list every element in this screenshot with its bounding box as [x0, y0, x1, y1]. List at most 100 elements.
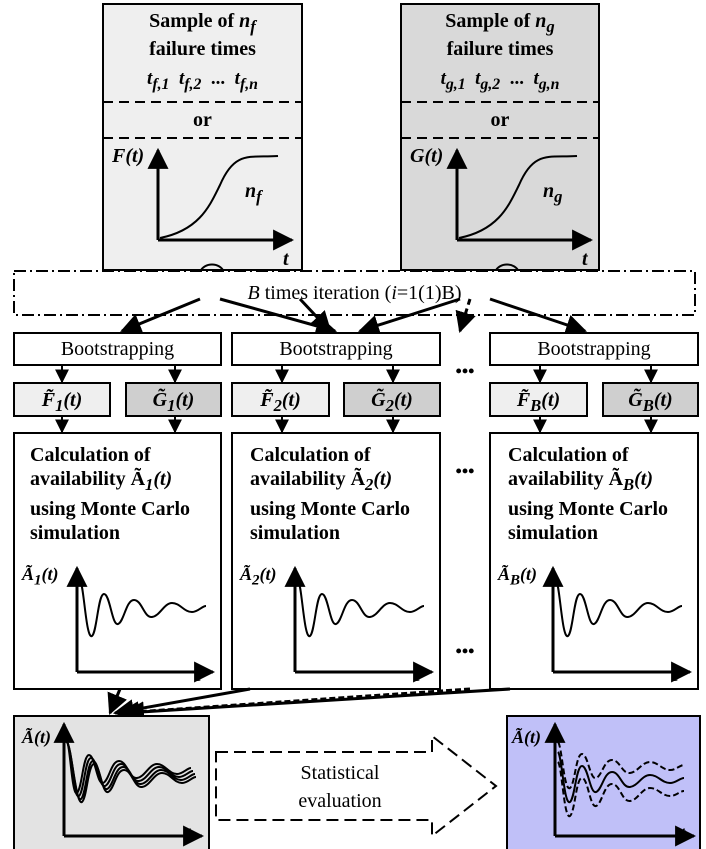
g-cdf-curve [458, 155, 578, 239]
col2-g-label: G̃2(t) [371, 389, 413, 415]
col3-plot-sub: B [510, 572, 521, 589]
col2-calc-sub: 2 [365, 475, 374, 494]
f-samples: tf,1 tf,2 ... tf,n [103, 68, 302, 96]
f-curve-label: nf [245, 180, 262, 208]
f-title: Sample of nf [103, 10, 302, 38]
result-right-axis-t: t [680, 823, 686, 845]
iteration-arrows [120, 297, 587, 337]
col2-calc-line2: availability Ã [250, 468, 366, 490]
f-title-var: n [239, 10, 251, 32]
g-sample-t2: t [475, 68, 481, 89]
iteration-text: times iteration ( [259, 282, 392, 304]
col2-f-sub: 2 [273, 396, 282, 415]
col2-calc-line1: Calculation of [250, 444, 371, 466]
col3-bootstrapping: Bootstrapping [537, 338, 651, 360]
col1-calc-line1: Calculation of [30, 444, 151, 466]
g-title-sub: g [546, 17, 555, 36]
col3-g-sub: B [642, 396, 654, 415]
col1-f-sub: 1 [55, 396, 64, 415]
col3-calc-line3: using Monte Carlo [508, 498, 668, 520]
col1-f-label: F̃1(t) [41, 389, 83, 415]
col1-g: G̃ [152, 389, 168, 411]
f-sample-ellipsis: ... [210, 68, 226, 89]
column-2 [231, 332, 441, 690]
col1-bootstrapping: Bootstrapping [60, 338, 175, 360]
f-sample-t2: t [178, 68, 185, 89]
g-title: Sample of ng [401, 10, 599, 38]
converge-arrows [107, 687, 511, 723]
col3-calc-sub: B [623, 475, 635, 494]
iteration-suffix: =1(1)B) [396, 282, 462, 304]
evaluation-line1: Statistical [300, 762, 380, 784]
g-sample-s1: g,1 [445, 75, 466, 93]
col3-g-label: G̃B(t) [628, 389, 673, 415]
f-axis-t: t [283, 248, 289, 270]
col2-calc-line4: simulation [250, 522, 341, 544]
ellipsis-calc: ••• [455, 461, 475, 481]
input-box-f [102, 3, 303, 271]
col1-axis-t: t [195, 664, 201, 686]
g-axis-t: t [582, 248, 588, 270]
iteration-prefix: B [247, 282, 260, 304]
column-1 [13, 332, 222, 690]
g-title-text: Sample of [445, 10, 536, 32]
g-sample-t3: t [533, 68, 539, 89]
col1-calc-line2: availability Ã [30, 468, 146, 490]
col1-plot-a: Ã [22, 564, 35, 584]
col1-plot-label: Ã1(t) [22, 564, 59, 589]
col2-f-label: F̃2(t) [260, 389, 301, 415]
g-curve-n: n [543, 180, 555, 202]
evaluation-arrow [215, 733, 498, 839]
col2-plot-label: Ã2(t) [240, 564, 277, 589]
f-title-sub: f [250, 17, 256, 36]
col1-g-label: G̃1(t) [152, 389, 195, 415]
col1-calc-line4: simulation [30, 522, 121, 544]
col2-calc-line3: using Monte Carlo [250, 498, 410, 520]
iteration-var: i [391, 282, 397, 304]
col3-f: F̃ [516, 389, 531, 411]
col2-plot-a: Ã [240, 564, 253, 584]
col3-axis-t: t [672, 664, 678, 686]
result-box-left [13, 715, 210, 849]
g-samples: tg,1 tg,2 ... tg,n [401, 68, 599, 96]
col1-plot-sub: 1 [34, 572, 42, 589]
iteration-box [13, 270, 696, 316]
f-sample-s3: f,n [239, 75, 258, 93]
column-3 [489, 332, 699, 690]
col2-bootstrapping: Bootstrapping [279, 338, 393, 360]
g-curve-sub: g [554, 187, 563, 206]
result-left-axis-t: t [186, 823, 192, 845]
col3-plot-label: ÃB(t) [498, 564, 538, 589]
col3-calc-line1: Calculation of [508, 444, 629, 466]
col2-g: G̃ [371, 389, 386, 411]
col2-g-sub: 2 [385, 396, 394, 415]
col3-plot-a: Ã [498, 564, 511, 584]
g-title-line2: failure times [446, 38, 554, 60]
col1-calc-sub: 1 [145, 475, 154, 494]
g-or: or [490, 109, 510, 131]
col3-calc-line4: simulation [508, 522, 599, 544]
f-sample-s1: f,1 [152, 75, 170, 93]
g-sample-t1: t [440, 68, 446, 89]
result-box-right [506, 715, 701, 849]
col2-axis-t: t [414, 664, 420, 686]
f-curve-n: n [245, 180, 257, 202]
col3-calc-line2: availability Ã [508, 468, 624, 490]
col1-f: F̃ [41, 389, 56, 411]
col3-g: G̃ [628, 389, 643, 411]
iteration-label: B times iteration (i=1(1)B) [14, 282, 695, 304]
f-sample-t3: t [234, 68, 240, 89]
col1-g-sub: 1 [167, 396, 176, 415]
result-left-label: Ã(t) [22, 727, 51, 747]
f-func-label: F(t) [112, 145, 145, 167]
g-sample-s2: g,2 [480, 75, 501, 93]
evaluation-line2: evaluation [298, 790, 382, 812]
g-title-var: n [535, 10, 547, 32]
col2-plot-sub: 2 [252, 572, 260, 589]
col3-f-sub: B [530, 396, 542, 415]
col1-calc-text: Calculation of availability Ã1(t) using … [30, 444, 190, 544]
col3-f-label: F̃B(t) [516, 389, 561, 415]
f-title-line2: failure times [149, 38, 256, 60]
g-func-label: G(t) [410, 145, 444, 167]
